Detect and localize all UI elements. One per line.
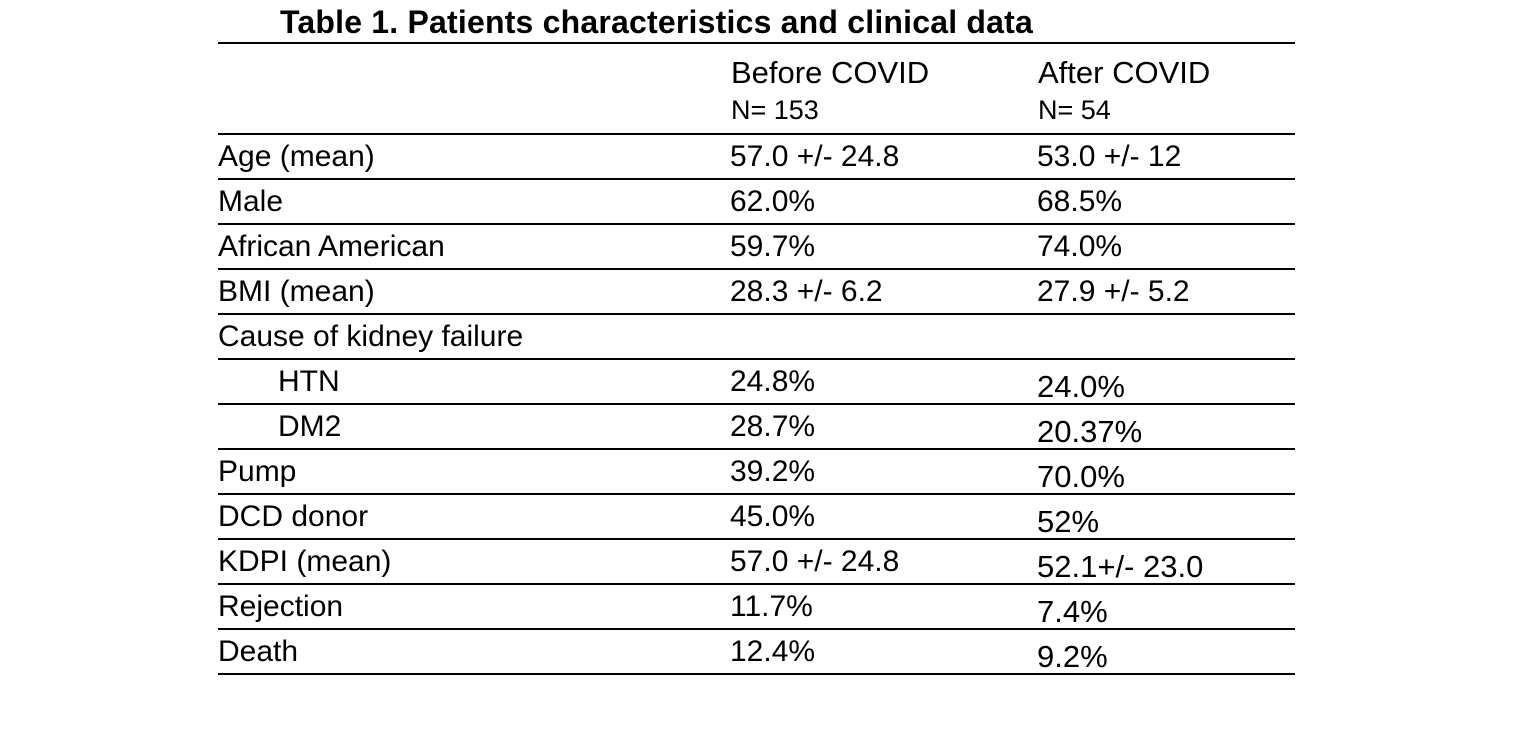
table-row-death: Death 12.4% 9.2% bbox=[218, 629, 1295, 675]
table-row-age: Age (mean) 57.0 +/- 24.8 53.0 +/- 12 bbox=[218, 134, 1295, 180]
row-value-before: 57.0 +/- 24.8 bbox=[730, 539, 1037, 585]
table-row-bmi: BMI (mean) 28.3 +/- 6.2 27.9 +/- 5.2 bbox=[218, 269, 1295, 315]
header-after-covid-n: N= 54 bbox=[1038, 95, 1111, 125]
row-label: BMI (mean) bbox=[218, 269, 730, 315]
row-label: Male bbox=[218, 179, 730, 225]
row-value-before bbox=[730, 314, 1037, 360]
row-label: Cause of kidney failure bbox=[218, 314, 730, 360]
row-value-before: 57.0 +/- 24.8 bbox=[730, 134, 1037, 180]
header-empty-cell bbox=[218, 44, 730, 135]
row-label: DM2 bbox=[218, 404, 730, 450]
row-label: HTN bbox=[218, 359, 730, 405]
row-value-after: 74.0% bbox=[1037, 224, 1295, 270]
row-value-after: 52% bbox=[1037, 494, 1295, 540]
table-header-row: Before COVID N= 153 After COVID N= 54 bbox=[218, 44, 1295, 135]
row-value-after: 53.0 +/- 12 bbox=[1037, 134, 1295, 180]
row-label: Death bbox=[218, 629, 730, 675]
row-label: DCD donor bbox=[218, 494, 730, 540]
row-value-after: 68.5% bbox=[1037, 179, 1295, 225]
row-label: Age (mean) bbox=[218, 134, 730, 180]
row-value-after: 27.9 +/- 5.2 bbox=[1037, 269, 1295, 315]
row-value-before: 45.0% bbox=[730, 494, 1037, 540]
row-value-before: 24.8% bbox=[730, 359, 1037, 405]
row-value-after: 20.37% bbox=[1037, 404, 1295, 450]
row-value-before: 39.2% bbox=[730, 449, 1037, 495]
header-after-covid-label: After COVID bbox=[1038, 55, 1211, 90]
patients-table-container: Table 1. Patients characteristics and cl… bbox=[218, 0, 1295, 675]
row-value-before: 11.7% bbox=[730, 584, 1037, 630]
table-title: Table 1. Patients characteristics and cl… bbox=[218, 0, 1295, 44]
table-row-rejection: Rejection 11.7% 7.4% bbox=[218, 584, 1295, 630]
row-value-after bbox=[1037, 314, 1295, 360]
header-before-covid-label: Before COVID bbox=[731, 55, 930, 90]
table-row-cause-of-kidney-failure: Cause of kidney failure bbox=[218, 314, 1295, 360]
table-row-african-american: African American 59.7% 74.0% bbox=[218, 224, 1295, 270]
table-row-htn: HTN 24.8% 24.0% bbox=[218, 359, 1295, 405]
patients-characteristics-table: Before COVID N= 153 After COVID N= 54 Ag… bbox=[218, 44, 1295, 675]
row-value-before: 28.7% bbox=[730, 404, 1037, 450]
row-value-after: 70.0% bbox=[1037, 449, 1295, 495]
row-value-before: 59.7% bbox=[730, 224, 1037, 270]
header-after-covid: After COVID N= 54 bbox=[1037, 44, 1295, 135]
header-before-covid-n: N= 153 bbox=[731, 95, 819, 125]
table-row-male: Male 62.0% 68.5% bbox=[218, 179, 1295, 225]
header-before-covid: Before COVID N= 153 bbox=[730, 44, 1037, 135]
row-label: Pump bbox=[218, 449, 730, 495]
row-value-after: 52.1+/- 23.0 bbox=[1037, 539, 1295, 585]
table-row-dcd-donor: DCD donor 45.0% 52% bbox=[218, 494, 1295, 540]
row-value-before: 12.4% bbox=[730, 629, 1037, 675]
table-row-pump: Pump 39.2% 70.0% bbox=[218, 449, 1295, 495]
row-value-after: 7.4% bbox=[1037, 584, 1295, 630]
table-row-kdpi: KDPI (mean) 57.0 +/- 24.8 52.1+/- 23.0 bbox=[218, 539, 1295, 585]
row-value-before: 28.3 +/- 6.2 bbox=[730, 269, 1037, 315]
table-row-dm2: DM2 28.7% 20.37% bbox=[218, 404, 1295, 450]
row-value-after: 24.0% bbox=[1037, 359, 1295, 405]
row-label: Rejection bbox=[218, 584, 730, 630]
row-label: African American bbox=[218, 224, 730, 270]
row-label: KDPI (mean) bbox=[218, 539, 730, 585]
row-value-after: 9.2% bbox=[1037, 629, 1295, 675]
row-value-before: 62.0% bbox=[730, 179, 1037, 225]
